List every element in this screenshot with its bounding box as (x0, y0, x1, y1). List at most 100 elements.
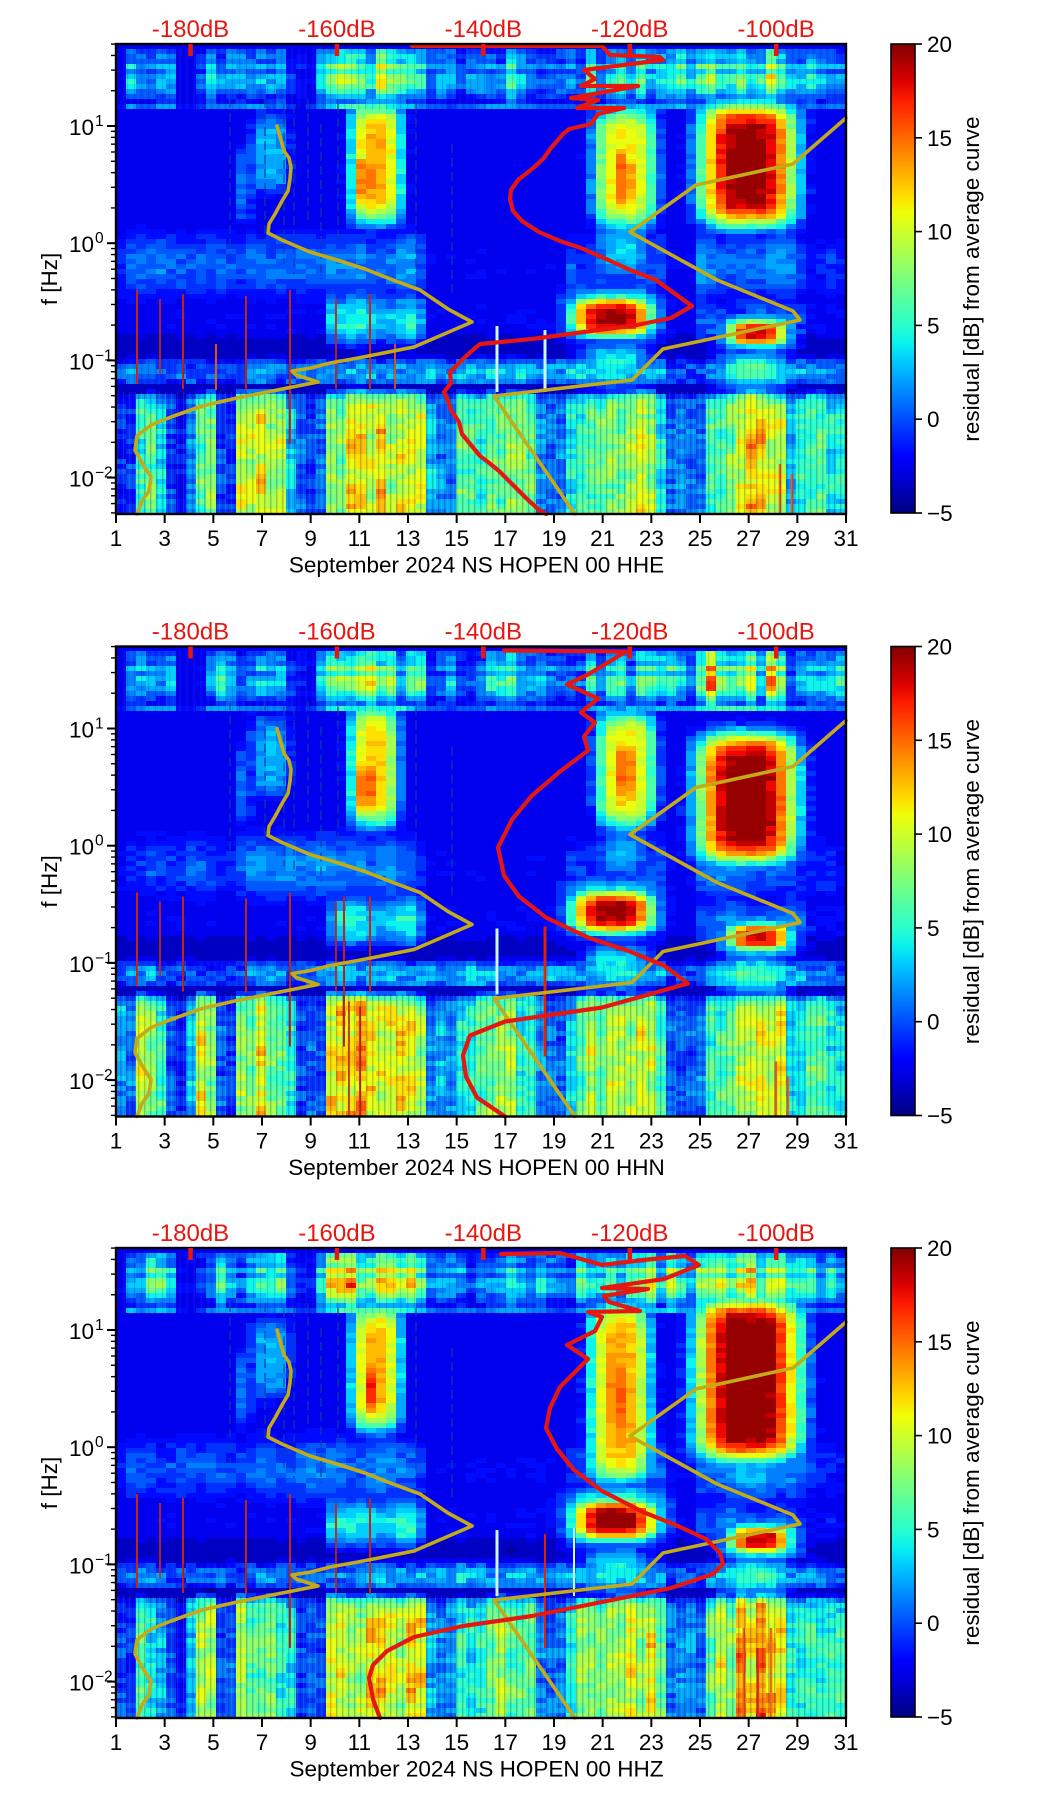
svg-text:29: 29 (785, 526, 810, 551)
svg-text:20: 20 (927, 1236, 952, 1261)
svg-text:−1: −1 (95, 347, 113, 364)
svg-text:10: 10 (69, 952, 94, 977)
svg-text:19: 19 (541, 1129, 566, 1154)
svg-text:-120dB: -120dB (591, 619, 668, 646)
svg-text:23: 23 (639, 526, 664, 551)
svg-text:5: 5 (207, 1730, 220, 1755)
svg-text:1: 1 (110, 526, 123, 551)
svg-text:−5: −5 (927, 1705, 953, 1730)
svg-text:10: 10 (69, 1436, 94, 1461)
svg-text:11: 11 (348, 526, 371, 551)
svg-text:September 2024 NS HOPEN 00 HHE: September 2024 NS HOPEN 00 HHE (289, 553, 664, 578)
svg-text:11: 11 (348, 1129, 371, 1154)
svg-text:20: 20 (927, 635, 952, 660)
svg-text:0: 0 (927, 407, 940, 432)
svg-text:17: 17 (493, 526, 518, 551)
svg-text:19: 19 (541, 1730, 566, 1755)
svg-text:7: 7 (256, 1129, 269, 1154)
svg-text:0: 0 (927, 1010, 940, 1035)
svg-text:31: 31 (833, 526, 858, 551)
svg-text:−2: −2 (95, 1669, 113, 1686)
svg-text:1: 1 (95, 716, 104, 733)
svg-text:f [Hz]: f [Hz] (37, 855, 62, 908)
svg-text:5: 5 (207, 526, 220, 551)
svg-text:13: 13 (395, 526, 420, 551)
svg-text:5: 5 (207, 1129, 220, 1154)
svg-text:10: 10 (927, 220, 952, 245)
svg-text:-180dB: -180dB (152, 619, 229, 646)
svg-text:23: 23 (639, 1129, 664, 1154)
svg-text:20: 20 (927, 32, 952, 57)
svg-text:25: 25 (687, 526, 712, 551)
svg-text:−1: −1 (95, 1551, 113, 1568)
svg-text:10: 10 (69, 232, 94, 257)
svg-text:−5: −5 (927, 1104, 953, 1129)
svg-text:5: 5 (927, 313, 940, 338)
svg-text:September 2024 NS HOPEN 00 HHZ: September 2024 NS HOPEN 00 HHZ (290, 1757, 664, 1782)
svg-text:13: 13 (395, 1730, 420, 1755)
svg-text:21: 21 (590, 1730, 615, 1755)
svg-text:19: 19 (541, 526, 566, 551)
svg-text:25: 25 (687, 1730, 712, 1755)
svg-text:-100dB: -100dB (737, 619, 814, 646)
svg-text:10: 10 (69, 1319, 94, 1344)
svg-text:3: 3 (158, 1730, 171, 1755)
svg-text:-160dB: -160dB (298, 619, 375, 646)
svg-text:7: 7 (256, 1730, 269, 1755)
svg-text:10: 10 (69, 467, 94, 492)
svg-text:−2: −2 (95, 1067, 113, 1084)
svg-text:-180dB: -180dB (152, 1220, 229, 1247)
svg-text:15: 15 (927, 126, 952, 151)
svg-text:10: 10 (69, 349, 94, 374)
svg-text:1: 1 (95, 1317, 104, 1334)
svg-text:9: 9 (304, 1730, 317, 1755)
svg-text:15: 15 (444, 1129, 469, 1154)
svg-text:-120dB: -120dB (591, 16, 668, 43)
svg-text:27: 27 (736, 1730, 761, 1755)
svg-text:17: 17 (493, 1730, 518, 1755)
svg-text:residual [dB] from average cur: residual [dB] from average curve (959, 116, 984, 441)
svg-text:31: 31 (833, 1730, 858, 1755)
svg-text:−1: −1 (95, 950, 113, 967)
svg-text:10: 10 (927, 1424, 952, 1449)
svg-text:10: 10 (69, 115, 94, 140)
svg-text:10: 10 (69, 1671, 94, 1696)
svg-text:9: 9 (304, 1129, 317, 1154)
svg-text:5: 5 (927, 1517, 940, 1542)
svg-text:−5: −5 (927, 501, 953, 526)
svg-text:23: 23 (639, 1730, 664, 1755)
svg-text:0: 0 (927, 1611, 940, 1636)
svg-text:1: 1 (95, 113, 104, 130)
svg-text:-140dB: -140dB (445, 1220, 522, 1247)
svg-text:−2: −2 (95, 465, 113, 482)
svg-text:29: 29 (785, 1129, 810, 1154)
svg-text:7: 7 (256, 526, 269, 551)
svg-text:3: 3 (158, 1129, 171, 1154)
svg-text:29: 29 (785, 1730, 810, 1755)
svg-text:5: 5 (927, 916, 940, 941)
svg-text:0: 0 (95, 230, 104, 247)
svg-text:15: 15 (927, 1330, 952, 1355)
svg-text:10: 10 (69, 835, 94, 860)
svg-text:21: 21 (590, 526, 615, 551)
svg-text:-100dB: -100dB (737, 1220, 814, 1247)
svg-text:-120dB: -120dB (591, 1220, 668, 1247)
svg-text:10: 10 (69, 1069, 94, 1094)
svg-text:10: 10 (69, 718, 94, 743)
svg-text:3: 3 (158, 526, 171, 551)
svg-text:10: 10 (927, 822, 952, 847)
svg-text:15: 15 (444, 1730, 469, 1755)
svg-text:residual [dB] from average cur: residual [dB] from average curve (959, 719, 984, 1044)
svg-text:10: 10 (69, 1553, 94, 1578)
svg-text:17: 17 (493, 1129, 518, 1154)
svg-text:0: 0 (95, 1434, 104, 1451)
svg-text:31: 31 (833, 1129, 858, 1154)
svg-text:-160dB: -160dB (298, 1220, 375, 1247)
svg-text:15: 15 (927, 728, 952, 753)
svg-text:0: 0 (95, 833, 104, 850)
svg-text:27: 27 (736, 1129, 761, 1154)
svg-text:9: 9 (304, 526, 317, 551)
svg-text:residual [dB] from average cur: residual [dB] from average curve (959, 1320, 984, 1645)
svg-text:f [Hz]: f [Hz] (37, 1457, 62, 1510)
svg-text:1: 1 (110, 1730, 123, 1755)
